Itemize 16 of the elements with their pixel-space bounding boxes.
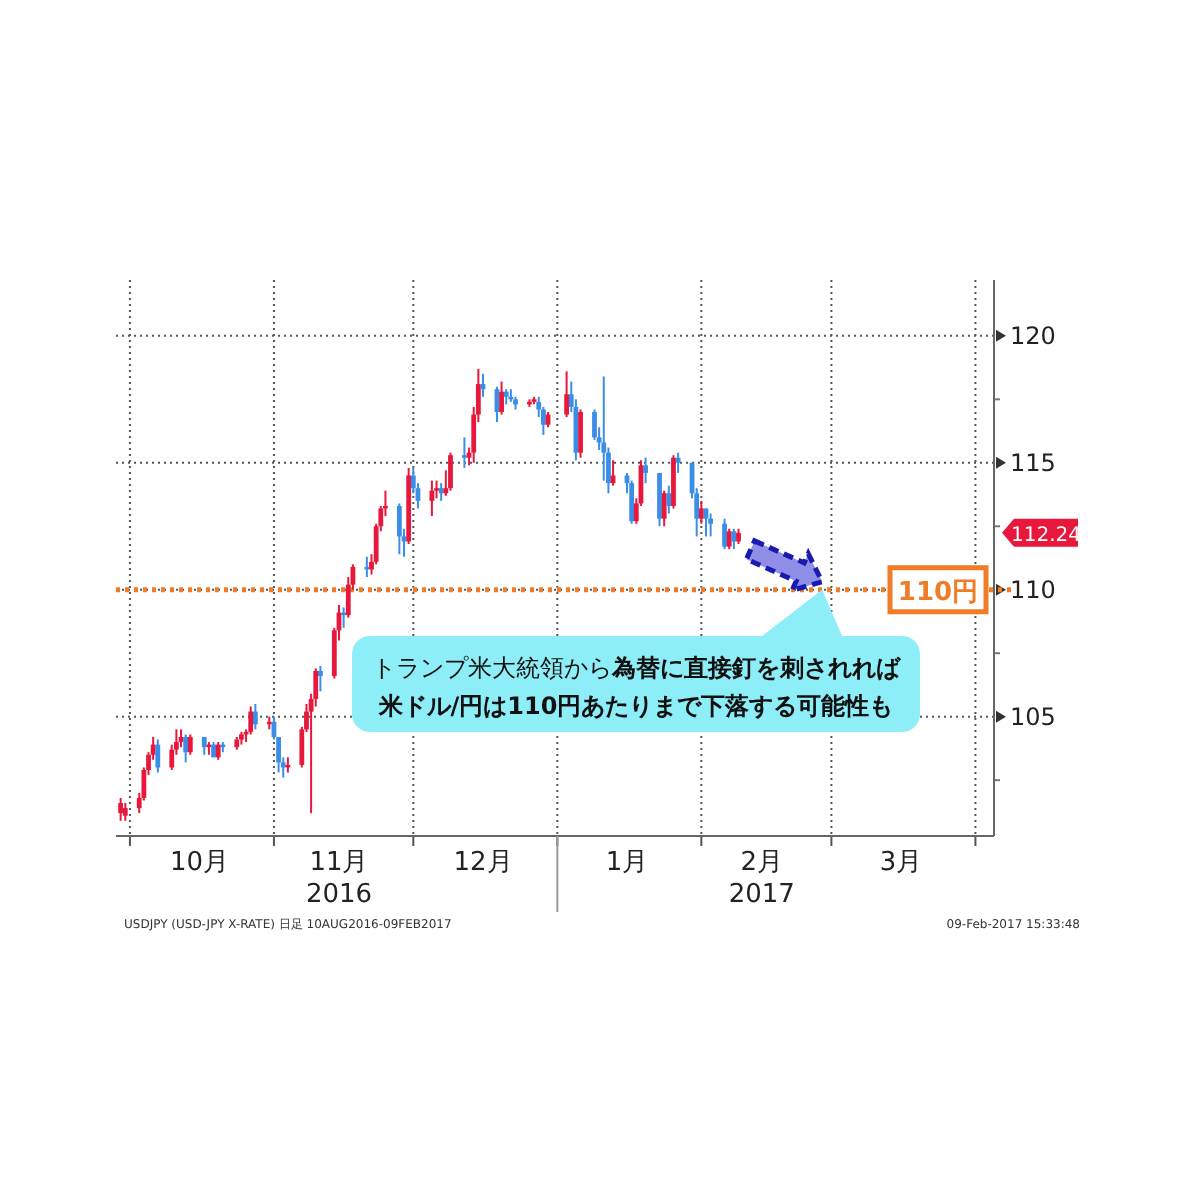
- annotation: トランプ米大統領から為替に直接釘を刺されれば米ドル/円は110円あたりまで下落する可能性も: [372, 654, 902, 720]
- ref-label: 110円: [887, 565, 989, 615]
- x-tick-label: 12月: [453, 848, 513, 878]
- y-tick-label: 105: [1010, 702, 1056, 731]
- text: 2017: [728, 880, 795, 910]
- text: 2016: [305, 880, 373, 910]
- x-tick-label: 11月: [309, 848, 369, 878]
- x-tick-label: 3月: [879, 848, 923, 878]
- y-tick-label: 115: [1010, 448, 1056, 477]
- price-tag: 112.24: [1002, 518, 1081, 547]
- y-tick-label: 120: [1010, 321, 1056, 350]
- x-tick-label: 1月: [605, 848, 649, 878]
- y-tick-label: 110: [1010, 575, 1056, 604]
- x-tick-label: 2月: [740, 848, 784, 878]
- ref-line-label: 110円: [897, 577, 979, 608]
- x-tick-label: 10月: [170, 848, 230, 878]
